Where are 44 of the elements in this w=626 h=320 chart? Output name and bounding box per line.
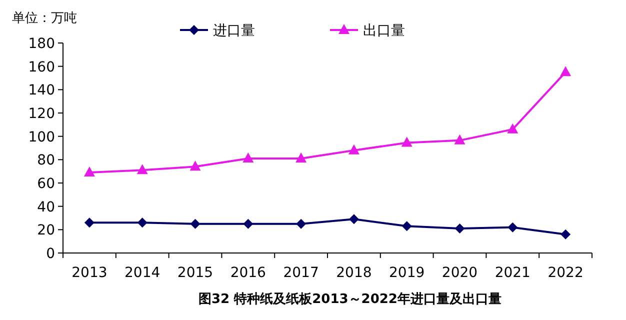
y-axis-title: 单位：万吨 [12, 11, 77, 26]
point [454, 134, 466, 144]
x-tick-label: 2017 [283, 265, 319, 281]
point [242, 152, 254, 162]
y-tick-label: 100 [28, 129, 55, 146]
point [454, 224, 465, 234]
x-tick-label: 2014 [124, 265, 160, 281]
x-tick-label: 2022 [548, 265, 584, 281]
x-tick-label: 2021 [494, 265, 530, 281]
legend-label: 出口量 [363, 23, 405, 39]
y-tick-label: 160 [28, 59, 55, 76]
point [348, 214, 359, 224]
y-tick-label: 180 [28, 36, 55, 52]
point [84, 218, 94, 228]
y-tick-label: 80 [37, 152, 55, 169]
y-tick-label: 60 [37, 176, 55, 192]
legend-label: 进口量 [213, 23, 255, 39]
point [84, 166, 95, 176]
y-tick-label: 20 [37, 222, 55, 239]
point [401, 136, 412, 147]
point [560, 229, 571, 240]
x-tick-label: 2020 [442, 265, 478, 281]
x-tick-label: 2018 [336, 265, 372, 281]
y-tick-label: 40 [37, 199, 55, 216]
y-tick-label: 0 [46, 246, 55, 262]
point [190, 218, 200, 229]
point [348, 144, 360, 154]
point [402, 221, 412, 232]
point [243, 218, 254, 229]
point [296, 152, 307, 162]
point [296, 218, 306, 229]
point [507, 123, 518, 134]
y-tick-label: 140 [28, 82, 55, 99]
x-tick-label: 2016 [230, 265, 266, 281]
x-tick-label: 2015 [177, 265, 214, 281]
point [508, 222, 518, 232]
y-tick-label: 120 [28, 106, 55, 122]
point [137, 218, 148, 228]
point [560, 66, 572, 76]
x-tick-label: 2019 [389, 265, 425, 281]
point [136, 164, 148, 174]
x-tick-label: 2013 [72, 265, 108, 281]
text: 图32 特种纸及纸板2013～2022年进口量及出口量 [198, 292, 502, 307]
point [190, 160, 201, 171]
